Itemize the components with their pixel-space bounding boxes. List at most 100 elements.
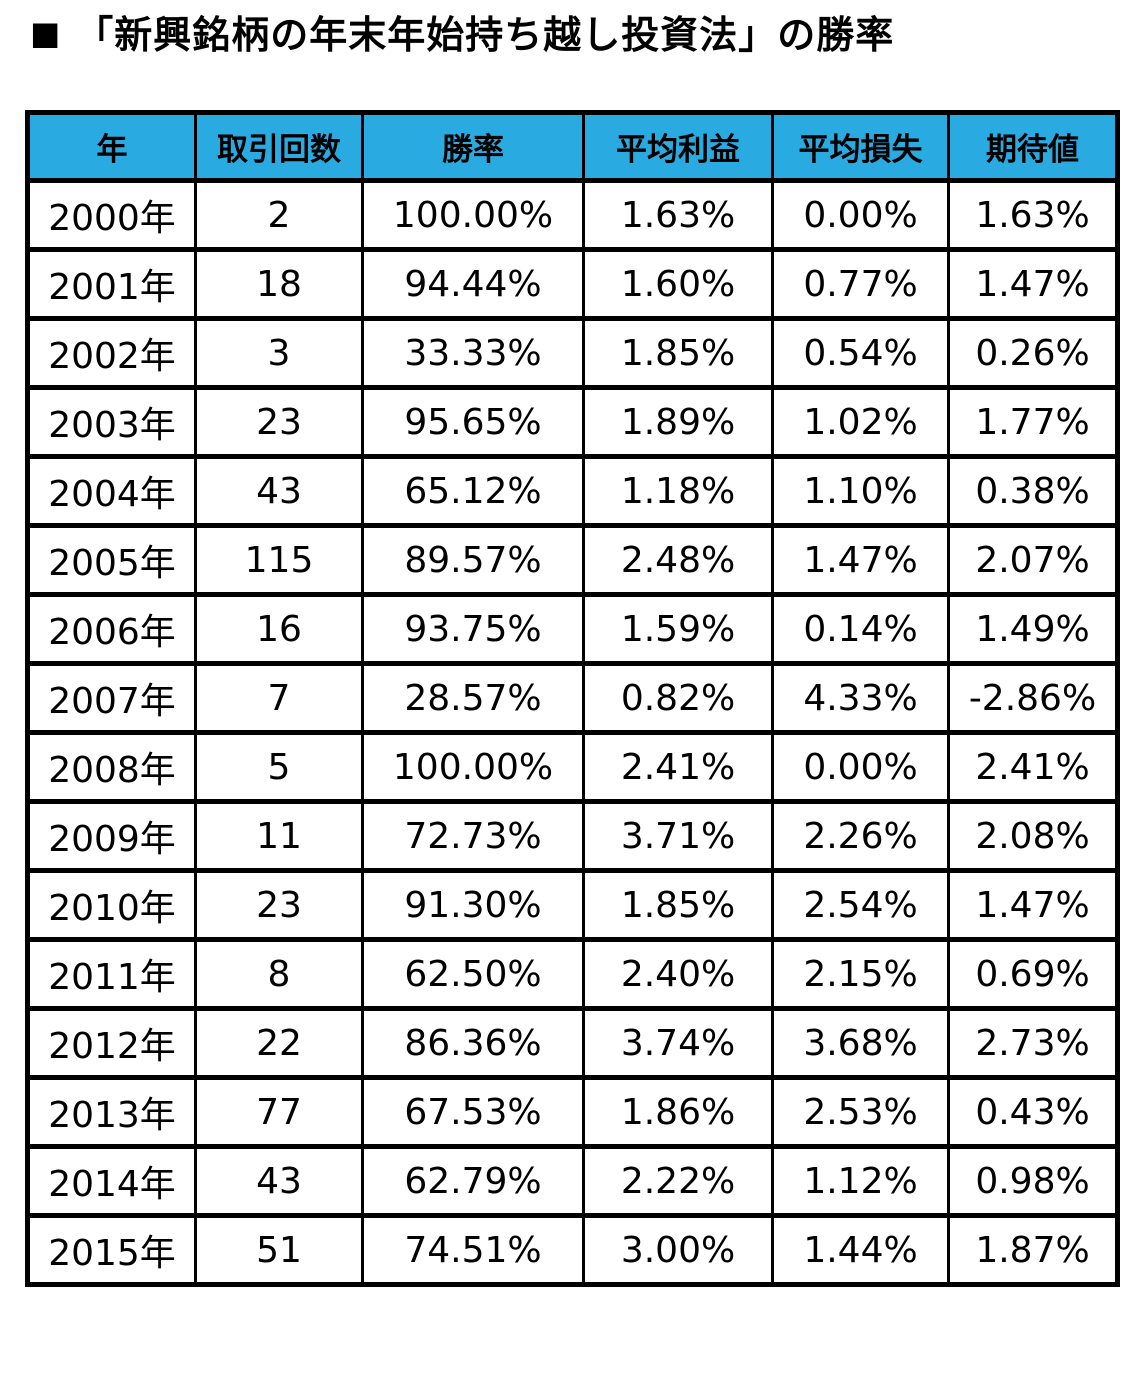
column-header-3: 平均利益 [582,110,774,183]
year-cell: 2003年 [26,385,197,459]
value-cell: 2.26% [771,799,950,873]
value-cell: 89.57% [361,523,585,597]
value-cell: 33.33% [361,316,585,390]
value-cell: 1.02% [771,385,950,459]
win-rate-table: 年取引回数 勝率 平均利益 平均損失 期待値 2000年 2 100.00% 1.63% 0.0… [25,110,1120,1287]
value-cell: 3.71% [582,799,774,873]
value-cell: 0.26% [947,316,1119,390]
value-cell: 0.82% [582,661,774,735]
value-cell: 1.49% [947,592,1119,666]
value-cell: 86.36% [361,1006,585,1080]
value-cell: 4.33% [771,661,950,735]
value-cell: 67.53% [361,1075,585,1149]
value-cell: 100.00% [361,178,585,252]
value-cell: 65.12% [361,454,585,528]
value-cell: 77 [194,1075,364,1149]
value-cell: 0.54% [771,316,950,390]
value-cell: 1.77% [947,385,1119,459]
year-cell: 2006年 [26,592,197,666]
value-cell: 43 [194,454,364,528]
value-cell: 18 [194,247,364,321]
value-cell: 0.38% [947,454,1119,528]
value-cell: 1.47% [947,868,1119,942]
year-cell: 2009年 [26,799,197,873]
page-title-text: 「新興銘柄の年末年始持ち越し投資法」の勝率 [75,13,895,57]
year-cell: 2000年 [26,178,197,252]
table-row: 2004年 43 65.12% 1.18% 1.10% 0.38% [26,454,1119,528]
value-cell: 2.53% [771,1075,950,1149]
value-cell: 72.73% [361,799,585,873]
value-cell: 5 [194,730,364,804]
value-cell: 100.00% [361,730,585,804]
value-cell: 8 [194,937,364,1011]
value-cell: 1.10% [771,454,950,528]
table-row: 2000年 2 100.00% 1.63% 0.00% 1.63% [26,178,1119,252]
value-cell: 1.60% [582,247,774,321]
year-cell: 2004年 [26,454,197,528]
value-cell: 2.73% [947,1006,1119,1080]
value-cell: 28.57% [361,661,585,735]
table-row: 2012年 22 86.36% 3.74% 3.68% 2.73% [26,1006,1119,1080]
value-cell: 22 [194,1006,364,1080]
table-row: 2008年 5 100.00% 2.41% 0.00% 2.41% [26,730,1119,804]
year-cell: 2002年 [26,316,197,390]
table-row: 2003年 23 95.65% 1.89% 1.02% 1.77% [26,385,1119,459]
page-title: ■ 「新興銘柄の年末年始持ち越し投資法」の勝率 [30,4,894,59]
value-cell: 2.48% [582,523,774,597]
title-bullet-icon: ■ [30,13,62,52]
table-row: 2002年 3 33.33% 1.85% 0.54% 0.26% [26,316,1119,390]
column-header-1: 取引回数 [194,110,364,183]
value-cell: 23 [194,868,364,942]
value-cell: 2.07% [947,523,1119,597]
value-cell: 0.77% [771,247,950,321]
year-cell: 2008年 [26,730,197,804]
column-header-2: 勝率 [361,110,585,183]
value-cell: 3.00% [582,1213,774,1287]
value-cell: 94.44% [361,247,585,321]
value-cell: 2 [194,178,364,252]
table-row: 2005年 115 89.57% 2.48% 1.47% 2.07% [26,523,1119,597]
value-cell: 1.63% [947,178,1119,252]
value-cell: 11 [194,799,364,873]
year-cell: 2007年 [26,661,197,735]
year-cell: 2005年 [26,523,197,597]
value-cell: 1.44% [771,1213,950,1287]
value-cell: 43 [194,1144,364,1218]
year-cell: 2015年 [26,1213,197,1287]
value-cell: 1.85% [582,316,774,390]
value-cell: 93.75% [361,592,585,666]
value-cell: 1.12% [771,1144,950,1218]
value-cell: 0.00% [771,178,950,252]
year-cell: 2001年 [26,247,197,321]
table-row: 2013年 77 67.53% 1.86% 2.53% 0.43% [26,1075,1119,1149]
column-header-0: 年 [26,110,197,183]
value-cell: 62.50% [361,937,585,1011]
value-cell: 2.08% [947,799,1119,873]
year-cell: 2012年 [26,1006,197,1080]
value-cell: 1.87% [947,1213,1119,1287]
value-cell: 1.47% [771,523,950,597]
value-cell: 1.18% [582,454,774,528]
value-cell: 2.41% [582,730,774,804]
value-cell: 23 [194,385,364,459]
value-cell: 0.43% [947,1075,1119,1149]
table-row: 2011年 8 62.50% 2.40% 2.15% 0.69% [26,937,1119,1011]
column-header-5: 期待値 [947,110,1119,183]
value-cell: 3.68% [771,1006,950,1080]
value-cell: 2.41% [947,730,1119,804]
year-cell: 2010年 [26,868,197,942]
year-cell: 2011年 [26,937,197,1011]
table-row: 2001年 18 94.44% 1.60% 0.77% 1.47% [26,247,1119,321]
value-cell: 0.69% [947,937,1119,1011]
value-cell: 7 [194,661,364,735]
win-rate-table-container: 年取引回数 勝率 平均利益 平均損失 期待値 2000年 2 100.00% 1.63% 0.0… [25,110,1120,1287]
value-cell: 1.89% [582,385,774,459]
value-cell: 62.79% [361,1144,585,1218]
value-cell: 95.65% [361,385,585,459]
table-row: 2006年 16 93.75% 1.59% 0.14% 1.49% [26,592,1119,666]
column-header-4: 平均損失 [771,110,950,183]
value-cell: 16 [194,592,364,666]
value-cell: 1.47% [947,247,1119,321]
value-cell: 3 [194,316,364,390]
value-cell: 0.00% [771,730,950,804]
